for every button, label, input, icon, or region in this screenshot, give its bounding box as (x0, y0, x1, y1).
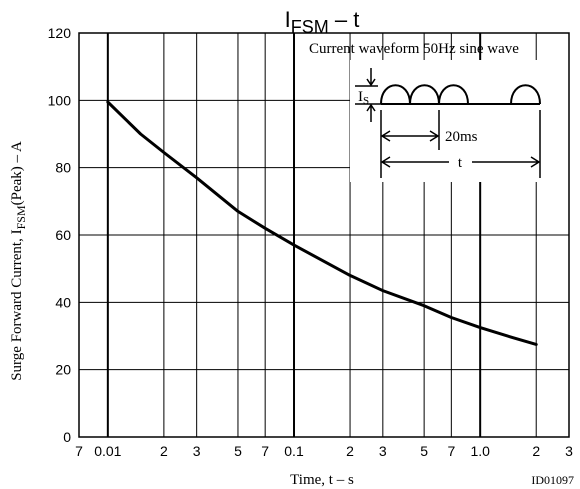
waveform-inset: Current waveform 50Hz sine wave IS 20ms … (309, 41, 575, 182)
x-tick-label: 0.1 (284, 443, 304, 459)
x-tick-label: 5 (234, 443, 242, 459)
y-axis-label: Surge Forward Current, IFSM(Peak) – A (9, 141, 28, 381)
y-tick-label: 20 (55, 362, 71, 378)
x-tick-label: 2 (160, 443, 168, 459)
x-tick-label: 5 (420, 443, 428, 459)
duration-dimension-left (380, 156, 449, 168)
is-arrow-up (366, 103, 376, 122)
x-tick-label: 3 (379, 443, 387, 459)
period-label: 20ms (445, 129, 478, 145)
chart-title: IFSM – t (285, 7, 360, 37)
plot-frame (78, 32, 570, 438)
x-tick-label: 2 (346, 443, 354, 459)
waveform-half-wave-1 (380, 84, 411, 105)
x-tick-label: 3 (565, 443, 573, 459)
duration-dimension-right (472, 156, 541, 168)
x-tick-label: 7 (75, 443, 83, 459)
tick-labels: 0 20 40 60 80 100 120 7 0.01 2 3 5 7 0.1 2 3 5 7 1.0 2 3 (48, 25, 573, 459)
y-tick-label: 80 (55, 160, 71, 176)
document-id: ID01097 (531, 473, 574, 487)
x-tick-label: 7 (447, 443, 455, 459)
period-dimension-arrow (380, 130, 440, 142)
waveform-title: Current waveform 50Hz sine wave (309, 41, 519, 57)
y-tick-label: 100 (48, 92, 72, 108)
x-tick-label: 7 (261, 443, 269, 459)
is-arrow-down (366, 68, 376, 87)
y-tick-label: 0 (63, 429, 71, 445)
ifsm-curve (106, 100, 538, 346)
waveform-half-wave-3 (438, 84, 469, 105)
is-label: IS (358, 89, 369, 107)
x-axis-label: Time, t – s (290, 472, 354, 488)
x-tick-label: 2 (532, 443, 540, 459)
x-tick-label: 0.01 (94, 443, 121, 459)
waveform-half-wave-4 (510, 84, 541, 105)
y-tick-label: 120 (48, 25, 72, 41)
duration-label: t (458, 155, 463, 171)
x-tick-label: 3 (193, 443, 201, 459)
waveform-half-wave-2 (409, 84, 440, 105)
x-tick-label: 1.0 (470, 443, 490, 459)
y-tick-label: 40 (55, 294, 71, 310)
y-tick-label: 60 (55, 227, 71, 243)
curve-layer (106, 100, 538, 346)
